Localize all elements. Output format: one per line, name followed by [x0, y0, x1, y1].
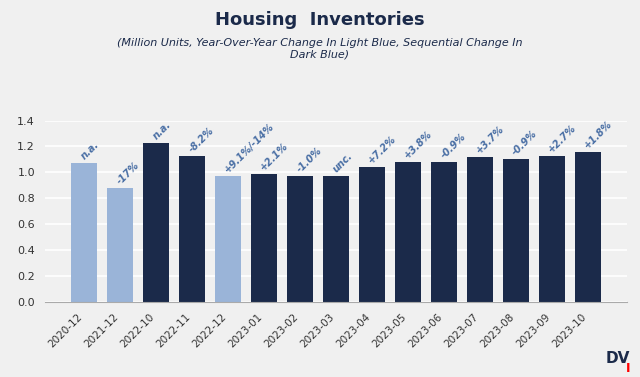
Text: (Million Units, Year-Over-Year Change In Light Blue, Sequential Change In
Dark B: (Million Units, Year-Over-Year Change In… [117, 38, 523, 59]
Text: -0.9%: -0.9% [438, 132, 468, 161]
Bar [503, 159, 529, 302]
Bar [143, 143, 169, 302]
Text: I: I [626, 362, 630, 375]
Text: +2.7%: +2.7% [547, 122, 579, 154]
Text: +7.2%: +7.2% [367, 134, 399, 166]
Bar [251, 174, 277, 302]
Bar [71, 163, 97, 302]
Bar [323, 176, 349, 302]
Bar [179, 156, 205, 302]
Text: +9.1%/-14%: +9.1%/-14% [223, 121, 276, 175]
Text: +3.8%: +3.8% [403, 129, 435, 161]
Text: n.a.: n.a. [79, 140, 101, 162]
Bar [575, 152, 601, 302]
Bar [395, 162, 421, 302]
Text: +3.7%: +3.7% [475, 123, 506, 155]
Bar [467, 157, 493, 302]
Text: unc.: unc. [331, 151, 355, 175]
Text: -0.9%: -0.9% [511, 129, 540, 158]
Text: +2.1%: +2.1% [259, 140, 291, 172]
Bar [108, 188, 133, 302]
Text: -8.2%: -8.2% [187, 125, 216, 154]
Bar [287, 176, 313, 302]
Bar [539, 156, 564, 302]
Text: +1.8%: +1.8% [582, 118, 614, 150]
Bar [359, 167, 385, 302]
Text: DV: DV [606, 351, 630, 366]
Bar [431, 162, 457, 302]
Text: Housing  Inventories: Housing Inventories [215, 11, 425, 29]
Text: -17%: -17% [115, 160, 141, 186]
Text: -1.0%: -1.0% [295, 146, 324, 175]
Text: n.a.: n.a. [151, 119, 173, 141]
Bar [215, 176, 241, 302]
